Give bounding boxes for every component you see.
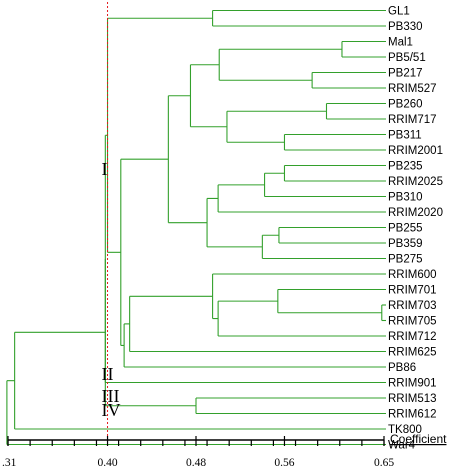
cluster-label: I (102, 159, 108, 179)
leaf-label: RRIM2020 (388, 207, 443, 219)
leaf-label: RRIM705 (388, 316, 437, 328)
cluster-label: III (102, 386, 120, 406)
leaf-label: RRIM717 (388, 114, 437, 126)
leaf-label: RRIM513 (388, 393, 437, 405)
leaf-label: PB235 (388, 161, 423, 173)
leaf-label: RRIM600 (388, 269, 437, 281)
leaf-label: RRIM527 (388, 83, 437, 95)
leaf-label: PB359 (388, 238, 423, 250)
leaf-label: PB5/51 (388, 52, 426, 64)
leaf-label: War4 (388, 440, 416, 452)
leaf-label: GL1 (388, 6, 410, 18)
leaf-label: RRIM701 (388, 285, 437, 297)
axis-tick-label: 0.40 (97, 457, 117, 469)
leaf-label: RRIM625 (388, 347, 437, 359)
leaf-label: PB311 (388, 130, 422, 142)
axis-tick-label: 0.48 (186, 457, 206, 469)
axis-tick-label: 0.56 (274, 457, 294, 469)
axis-tick-label: .31 (2, 457, 17, 469)
leaf-label: PB260 (388, 99, 423, 111)
leaf-label: RRIM2001 (388, 145, 443, 157)
leaf-label: PB255 (388, 223, 423, 235)
dendrogram-branches (6, 9, 386, 446)
leaf-label: RRIM2025 (388, 176, 443, 188)
leaf-label: PB330 (388, 21, 423, 33)
coefficient-axis: .31 0.40 0.48 0.56 0.65 Coefficient (2, 432, 447, 469)
leaf-label: RRIM612 (388, 409, 437, 421)
leaf-label: RRIM901 (388, 378, 437, 390)
leaf-label: PB275 (388, 254, 423, 266)
axis-tick-label: 0.65 (374, 457, 394, 469)
leaf-label: Mal1 (388, 37, 413, 49)
leaf-label-group: GL1 PB330 Mal1 PB5/51 PB217 RRIM527 PB260 RRIM7… (388, 6, 443, 452)
leaf-label: PB217 (388, 68, 423, 80)
axis-title: Coefficient (390, 432, 447, 446)
axis-ticks: .31 0.40 0.48 0.56 0.65 (2, 436, 394, 469)
leaf-label: PB86 (388, 362, 416, 374)
leaf-label: RRIM712 (388, 331, 437, 343)
leaf-label: RRIM703 (388, 300, 437, 312)
leaf-label: TK800 (388, 424, 422, 436)
cluster-label: IV (102, 400, 121, 420)
leaf-label: PB310 (388, 192, 423, 204)
